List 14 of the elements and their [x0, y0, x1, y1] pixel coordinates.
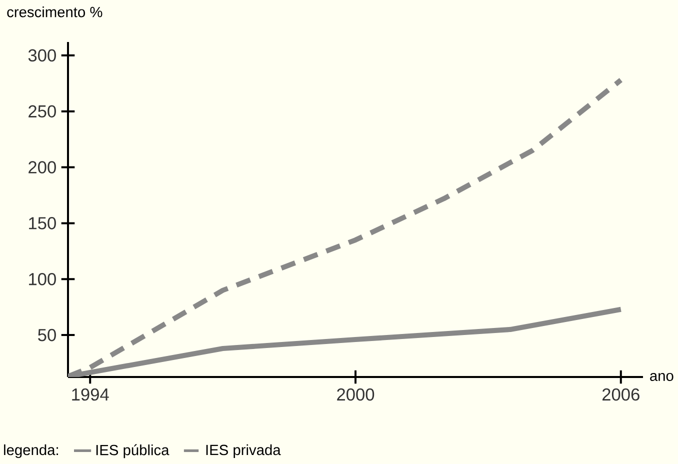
y-tick-label: 300 — [28, 49, 56, 62]
legend-label: IES pública — [96, 444, 170, 458]
y-tick-label: 50 — [38, 328, 56, 342]
x-tick-label: 2006 — [602, 388, 640, 401]
x-tick-label: 2000 — [337, 388, 374, 401]
x-tick-label: 1994 — [72, 388, 109, 401]
y-tick-label: 150 — [29, 217, 56, 230]
y-tick-label: 200 — [28, 161, 56, 174]
y-tick-label: 250 — [28, 105, 56, 118]
y-tick-label: 100 — [29, 272, 56, 286]
legend-label: IES privada — [206, 444, 281, 458]
x-axis-title: ano — [650, 372, 674, 382]
legend-title: legenda: — [4, 444, 58, 458]
y-axis-title: crescimento % — [7, 6, 102, 18]
